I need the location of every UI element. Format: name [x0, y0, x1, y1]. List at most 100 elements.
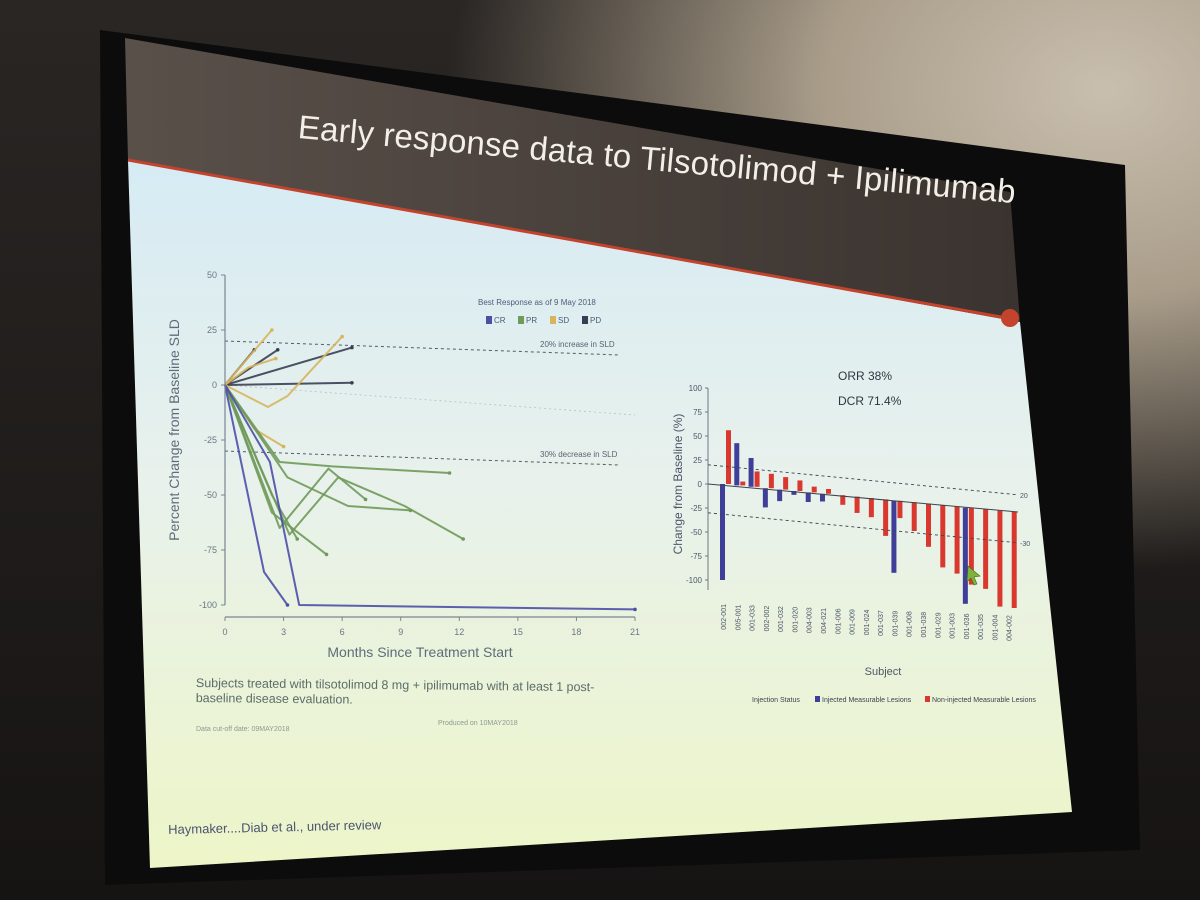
waterfall-bar-injected: [791, 491, 797, 495]
waterfall-x-tick-label: 001-037: [878, 610, 885, 636]
waterfall-y-tick-label: 25: [693, 456, 702, 465]
waterfall-bar-non-injected: [740, 481, 746, 486]
waterfall-legend-label: Non-injected Measurable Lesions: [932, 697, 1036, 704]
waterfall-bar-non-injected: [868, 498, 874, 518]
waterfall-legend-label: Injected Measurable Lesions: [822, 697, 912, 704]
waterfall-bar-injected: [962, 507, 968, 604]
waterfall-bar-non-injected: [726, 430, 731, 484]
spider-series-pr-10: [224, 384, 411, 512]
spider-series-endpoint: [461, 537, 465, 541]
spider-zero-line: [224, 384, 636, 416]
spider-series-cr-15: [224, 384, 289, 606]
spider-legend: Best Response as of 9 May 2018 CR PR SD PD: [478, 298, 601, 325]
spider-series-endpoint: [275, 348, 280, 352]
spider-y-tick-label: -100: [199, 600, 217, 610]
waterfall-x-tick-label: 001-024: [864, 610, 871, 636]
waterfall-reference-label: 20: [1020, 493, 1028, 500]
waterfall-reference-line: [707, 512, 1019, 544]
waterfall-x-tick-label: 001-035: [978, 614, 985, 640]
waterfall-y-tick-label: -50: [690, 528, 702, 537]
spider-x-tick-label: 18: [571, 627, 581, 637]
waterfall-y-tick-label: -100: [686, 576, 703, 585]
spider-series-endpoint: [295, 537, 300, 541]
spider-legend-swatch: [518, 316, 524, 324]
waterfall-y-axis-label: Change from Baseline (%): [671, 414, 685, 555]
waterfall-reference-label: -30: [1020, 541, 1030, 548]
waterfall-y-tick-label: -25: [690, 504, 702, 513]
spider-legend-label: SD: [558, 316, 569, 325]
waterfall-x-tick-label: 001-029: [935, 612, 942, 638]
spider-series-pd-4: [224, 381, 352, 386]
waterfall-bar-non-injected: [954, 506, 960, 574]
data-cutoff-note: Data cut-off date: 09MAY2018: [196, 726, 290, 733]
spider-y-tick-label: -50: [204, 490, 217, 500]
spider-series-cr-16: [224, 384, 636, 611]
waterfall-bar-non-injected: [797, 480, 803, 491]
waterfall-x-tick-label: 001-020: [792, 607, 799, 633]
waterfall-bar-injected: [891, 500, 897, 573]
waterfall-x-tick-label: 001-003: [950, 613, 957, 639]
slide-accent-dot: [1001, 309, 1019, 327]
waterfall-y-tick-label: 75: [693, 408, 702, 417]
waterfall-bar-injected: [748, 458, 754, 487]
spider-reference-label: 20% increase in SLD: [540, 340, 615, 349]
waterfall-y-tick-label: 0: [698, 480, 703, 489]
waterfall-x-tick-label: 004-003: [807, 607, 814, 633]
waterfall-bar-non-injected: [926, 503, 931, 547]
waterfall-bar-non-injected: [983, 509, 989, 589]
waterfall-x-tick-label: 001-039: [892, 611, 899, 637]
waterfall-bar-injected: [777, 489, 783, 502]
spider-x-tick-label: 12: [454, 627, 464, 637]
waterfall-bar-non-injected: [968, 507, 974, 585]
spider-x-tick-label: 9: [398, 627, 403, 637]
spider-series-endpoint: [633, 607, 637, 612]
spider-series-pd-3: [224, 346, 353, 386]
subjects-note: Subjects treated with tilsotolimod 8 mg …: [195, 676, 595, 707]
waterfall-bar-non-injected: [1011, 512, 1017, 608]
waterfall-bars: [720, 430, 1017, 608]
waterfall-bar-non-injected: [854, 496, 860, 513]
spider-legend-swatch: [486, 316, 492, 324]
spider-series-pr-14: [224, 384, 464, 540]
spider-y-axis-label: Percent Change from Baseline SLD: [166, 319, 182, 541]
spider-x-tick-label: 15: [513, 627, 523, 637]
waterfall-x-tick-label: 001-038: [921, 612, 928, 638]
waterfall-bar-non-injected: [826, 489, 831, 494]
spider-y-tick-label: 25: [207, 325, 217, 335]
spider-series-sd-7: [224, 335, 343, 408]
waterfall-annotation-2: DCR 71.4%: [838, 394, 902, 408]
waterfall-bar-non-injected: [768, 473, 774, 489]
waterfall-x-tick-label: 001-036: [964, 613, 971, 639]
waterfall-y-tick-label: 50: [693, 432, 702, 441]
waterfall-bar-injected: [734, 443, 740, 486]
spider-y-tick-label: 0: [212, 380, 217, 390]
waterfall-x-tick-label: 005-001: [735, 604, 742, 630]
waterfall-x-tick-label: 001-032: [778, 606, 785, 632]
waterfall-bar-non-injected: [911, 502, 917, 531]
waterfall-bar-non-injected: [997, 510, 1003, 607]
waterfall-x-tick-label: 004-002: [1007, 615, 1014, 641]
spider-series-endpoint: [350, 381, 354, 385]
waterfall-legend: Injection Status Injected Measurable Lesi…: [752, 696, 1036, 704]
spider-legend-title: Best Response as of 9 May 2018: [478, 298, 596, 307]
spider-series-pr-12: [224, 384, 367, 529]
spider-series-sd-6: [224, 357, 277, 386]
spider-legend-swatch: [582, 316, 588, 324]
waterfall-bar-non-injected: [783, 477, 789, 490]
spider-grid: 20% increase in SLD 30% decrease in SLD: [224, 340, 636, 466]
spider-axes: 50 25 0 -25 -50 -75 -100 0 3 6 9 12 15 18 21 Months Sin…: [166, 270, 640, 660]
spider-series-endpoint: [285, 603, 290, 607]
slide-accent-line: [127, 158, 1013, 321]
spider-series-endpoint: [340, 334, 344, 339]
waterfall-x-tick-label: 001-009: [850, 609, 857, 635]
waterfall-zero-line: [707, 483, 1019, 513]
waterfall-bar-non-injected: [940, 505, 946, 568]
waterfall-annotation-1: ORR 38%: [838, 369, 892, 383]
spider-legend-label: PR: [526, 316, 537, 325]
spider-y-tick-label: 50: [207, 270, 217, 280]
spider-reference-label: 30% decrease in SLD: [540, 450, 618, 459]
waterfall-bar-injected: [805, 492, 811, 502]
waterfall-x-tick-label: 001-006: [835, 608, 842, 634]
